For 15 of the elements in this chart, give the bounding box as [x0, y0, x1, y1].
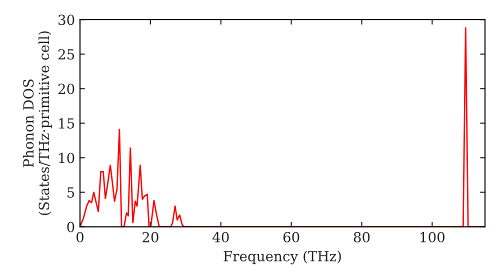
y-tick-label: 10: [59, 152, 74, 164]
y-tick-label: 5: [67, 187, 74, 198]
x-tick-label: 60: [283, 232, 300, 242]
x-tick-label: 80: [354, 232, 370, 242]
x-tick-label: 40: [212, 232, 229, 242]
x-tick-label: 100: [420, 232, 445, 242]
y-tick-label: 15: [59, 118, 74, 129]
x-tick-label: 20: [142, 232, 158, 242]
y-axis-title: Phonon DOS (States/THz·primitive cell): [22, 31, 52, 216]
y-tick-label: 20: [58, 84, 74, 94]
y-tick-label: 30: [58, 14, 74, 26]
x-tick-label: 0: [76, 232, 84, 242]
y-tick-label: 25: [58, 49, 74, 60]
y-tick-label: 0: [67, 222, 74, 232]
x-axis-title: Frequency (THz): [224, 250, 341, 264]
